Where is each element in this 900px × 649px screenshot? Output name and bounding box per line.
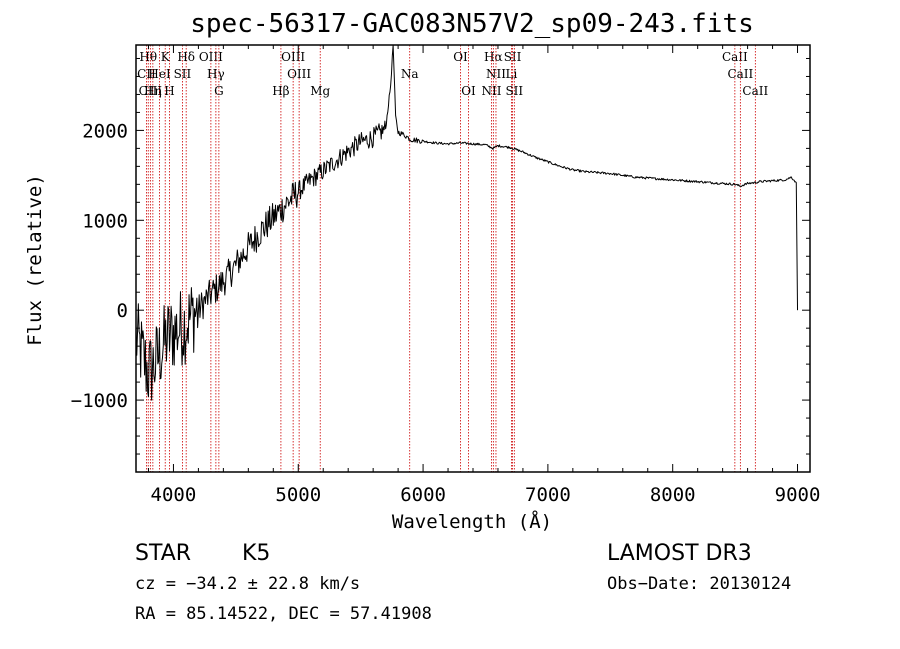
emission-line-label: NII (486, 67, 506, 81)
x-axis-label: Wavelength (Å) (392, 510, 552, 533)
chart-title: spec-56317-GAC083N57V2_sp09-243.fits (190, 9, 754, 39)
obs-date-text: Obs−Date: 20130124 (607, 574, 791, 594)
x-tick-label: 6000 (400, 484, 446, 506)
emission-line-label: CaII (722, 50, 748, 64)
emission-line-label: OI (461, 84, 476, 98)
x-tick-label: 9000 (775, 484, 821, 506)
emission-line-label: Hγ (207, 67, 225, 81)
emission-line-label: Li (506, 67, 518, 81)
emission-line-label: CaII (742, 84, 768, 98)
emission-line-label: SII (504, 50, 522, 64)
x-tick-label: 8000 (650, 484, 696, 506)
x-tick-label: 4000 (151, 484, 197, 506)
emission-line-label: CIII (139, 84, 163, 98)
y-tick-label: 0 (117, 300, 128, 322)
object-class: STAR (135, 541, 191, 566)
spectral-subclass: K5 (242, 541, 270, 566)
emission-line-label: Hβ (272, 84, 289, 98)
y-axis-ticks: −1000 0 1000 2000 (71, 57, 810, 455)
x-axis-ticks: 4000 5000 6000 7000 8000 9000 (147, 45, 821, 506)
emission-line-label: Hα (484, 50, 503, 64)
emission-line-label: OIII (199, 50, 223, 64)
emission-line-label: Na (401, 67, 419, 81)
x-tick-label: 5000 (275, 484, 321, 506)
emission-line-label: CII (137, 67, 156, 81)
survey-name: LAMOST DR3 (607, 541, 752, 566)
emission-line-label: OIII (287, 67, 311, 81)
emission-line-label: Hη (144, 84, 162, 98)
x-tick-label: 7000 (525, 484, 571, 506)
emission-line-label: SII (174, 67, 192, 81)
redshift-text: cz = −34.2 ± 22.8 km/s (135, 574, 360, 594)
spectrum-line (135, 44, 799, 401)
y-tick-label: 1000 (82, 210, 128, 232)
y-tick-label: 2000 (82, 120, 128, 142)
emission-line-label: G (214, 84, 224, 98)
emission-line-label: OI (453, 50, 468, 64)
emission-line-label: OIII (281, 50, 305, 64)
emission-line-label: Hδ (177, 50, 195, 64)
emission-line-label: HeI (148, 67, 171, 81)
y-axis-label: Flux (relative) (24, 174, 46, 346)
emission-line-label: CaII (727, 67, 753, 81)
spectrum-series (135, 44, 799, 401)
emission-line-label: Hθ (139, 50, 157, 64)
emission-line-label: Mg (310, 84, 330, 98)
emission-line-label: SII (505, 84, 523, 98)
emission-line-label: H (164, 84, 174, 98)
y-tick-label: −1000 (71, 390, 128, 412)
emission-line-label: NII (481, 84, 501, 98)
emission-line-label: K (161, 50, 171, 64)
coordinates-text: RA = 85.14522, DEC = 57.41908 (135, 604, 432, 624)
